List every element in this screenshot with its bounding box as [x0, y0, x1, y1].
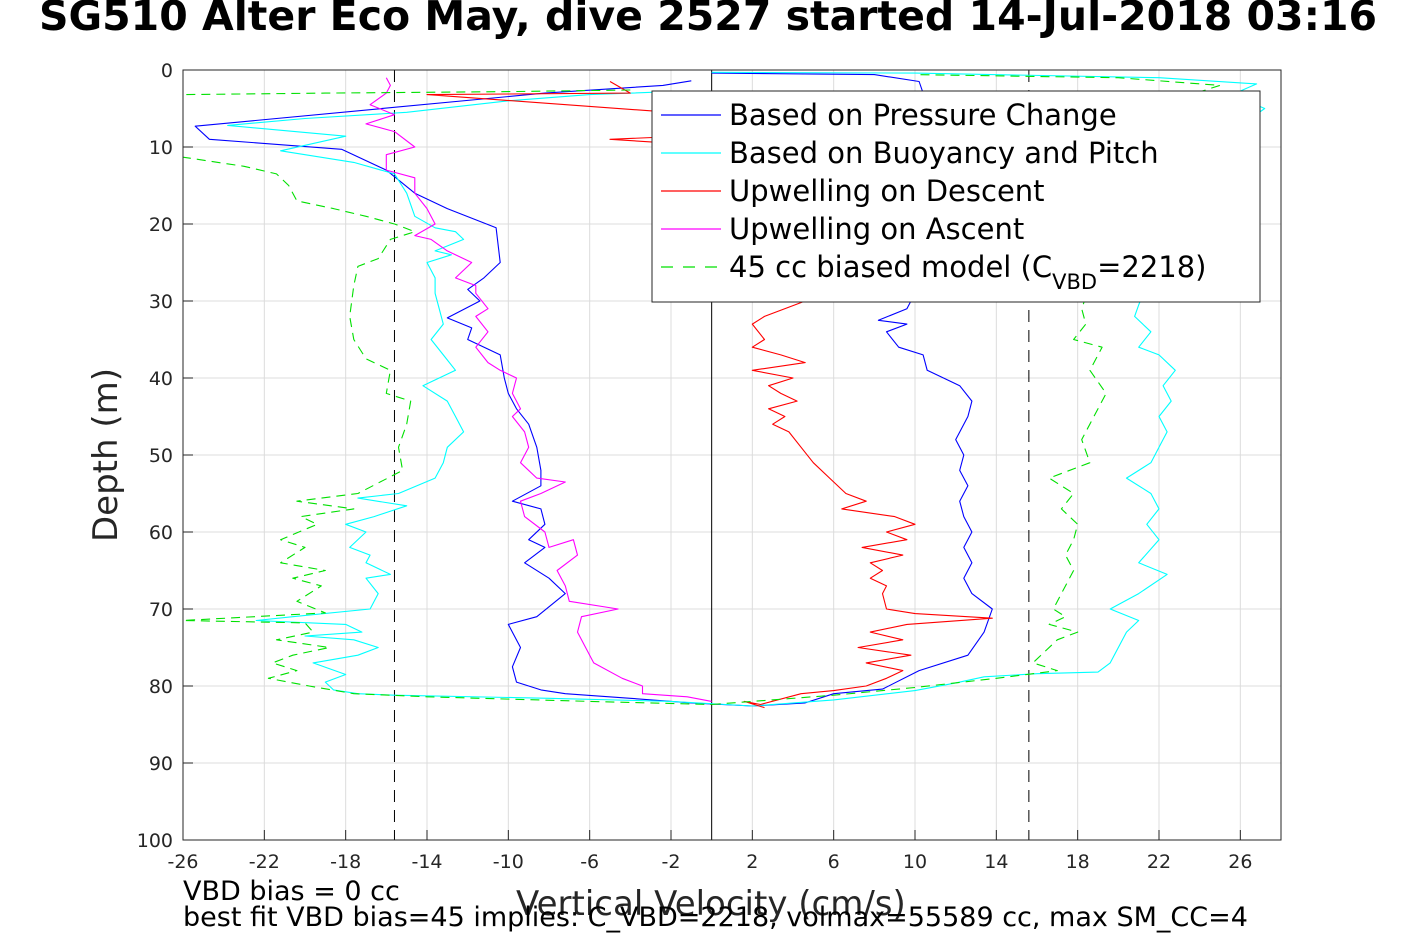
x-tick-label: -14 [411, 851, 442, 873]
x-tick-label: -26 [167, 851, 198, 873]
series-line-2 [227, 91, 753, 707]
y-tick-label: 30 [149, 291, 173, 313]
x-tick-label: 10 [903, 851, 927, 873]
y-tick-label: 70 [149, 599, 173, 621]
legend-label-3: Upwelling on Descent [729, 174, 1045, 208]
y-axis-label: Depth (m) [86, 368, 126, 542]
chart-title: SG510 Alter Eco May, dive 2527 started 1… [38, 0, 1378, 40]
y-tick-label: 10 [149, 137, 173, 159]
y-tick-label: 90 [149, 753, 173, 775]
y-tick-label: 40 [149, 368, 173, 390]
series-line-4 [365, 77, 712, 702]
y-tick-label: 50 [149, 445, 173, 467]
x-tick-label: -2 [662, 851, 681, 873]
axis-ticks: -26 -22 -18 -14 -10 -6 -2 2 6 10 14 18 22 26010203040… [137, 60, 1253, 873]
legend-label-4: Upwelling on Ascent [729, 212, 1024, 246]
legend-box [651, 90, 1261, 303]
x-tick-label: -6 [580, 851, 599, 873]
x-tick-label: -22 [249, 851, 280, 873]
legend: Based on Pressure Change Based on Buoyanc… [651, 90, 1261, 303]
series-line-5 [183, 89, 712, 706]
x-tick-label: 18 [1066, 851, 1090, 873]
y-tick-label: 20 [149, 214, 173, 236]
x-axis-label: Vertical Velocity (cm/s) [516, 884, 906, 924]
y-tick-label: 100 [137, 830, 173, 852]
series-line-5 [711, 74, 1221, 706]
y-tick-label: 60 [149, 522, 173, 544]
x-tick-label: 6 [828, 851, 840, 873]
x-tick-label: 2 [746, 851, 758, 873]
y-tick-label: 0 [161, 60, 173, 82]
legend-label-2: Based on Buoyancy and Pitch [729, 136, 1159, 170]
best-fit-note: best fit VBD bias=45 implies: C_VBD=2218… [183, 902, 1248, 933]
vbd-bias-note: VBD bias = 0 cc [183, 876, 400, 907]
x-tick-label: -18 [330, 851, 361, 873]
x-tick-label: 14 [984, 851, 1008, 873]
y-tick-label: 80 [149, 676, 173, 698]
legend-label-1: Based on Pressure Change [729, 98, 1117, 132]
series-line-3 [426, 81, 993, 709]
x-tick-label: 26 [1228, 851, 1252, 873]
x-tick-label: -10 [493, 851, 524, 873]
x-tick-label: 22 [1147, 851, 1171, 873]
